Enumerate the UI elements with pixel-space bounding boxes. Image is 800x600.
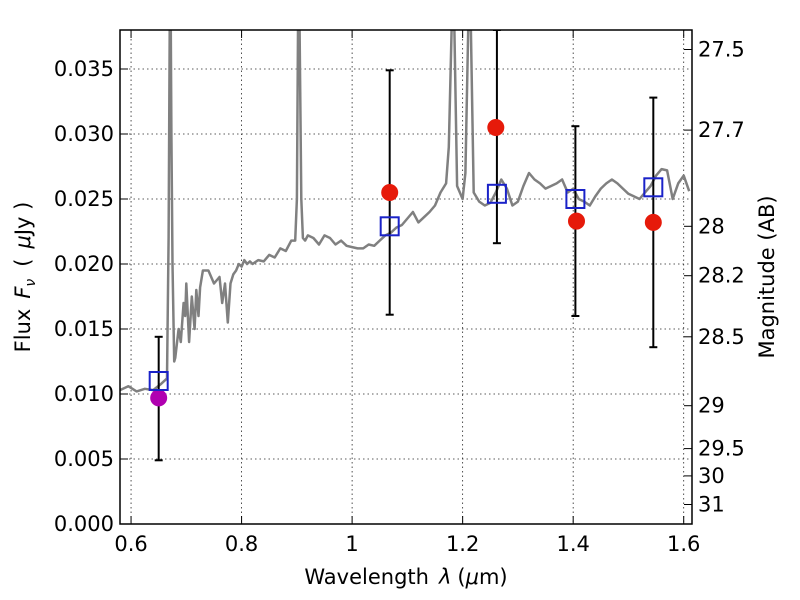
y2-tick-label: 27.5 bbox=[698, 38, 745, 62]
y-tick-label: 0.030 bbox=[54, 122, 114, 146]
observed-point bbox=[150, 389, 168, 407]
x-tick-labels: 0.6 0.8 1 1.2 1.4 1.6 bbox=[114, 532, 700, 556]
y2-tick-labels: 27.5 27.7 28 28.2 28.5 29 29.5 30 31 bbox=[698, 38, 745, 517]
y2-axis-title: Magnitude (AB) bbox=[755, 195, 779, 358]
model-point bbox=[148, 371, 169, 391]
y-axis-title-text: Flux bbox=[11, 309, 35, 353]
y-tick-label: 0.025 bbox=[54, 187, 114, 211]
y-axis-title-symbol: F bbox=[11, 286, 35, 299]
x-axis-title-unit-mu: μ bbox=[465, 565, 479, 589]
y-tick-label: 0.015 bbox=[54, 317, 114, 341]
x-axis-title: Wavelength λ (μm) bbox=[304, 565, 507, 589]
model-point bbox=[379, 216, 400, 237]
y2-tick-label: 30 bbox=[698, 464, 725, 488]
y-axis-title-unit-rest: Jy ) bbox=[11, 202, 35, 238]
x-axis-title-unit-open: ( bbox=[457, 565, 465, 589]
x-tick-label: 1.2 bbox=[446, 532, 479, 556]
y-tick-label: 0.010 bbox=[54, 382, 114, 406]
model-point bbox=[565, 189, 586, 209]
y2-tick-label: 28 bbox=[698, 214, 725, 238]
x-tick-label: 1.4 bbox=[556, 532, 589, 556]
y2-tick-label: 29.5 bbox=[698, 437, 745, 461]
model-point bbox=[643, 177, 664, 198]
y2-tick-label: 29 bbox=[698, 394, 725, 418]
y-tick-label: 0.005 bbox=[54, 447, 114, 471]
y-axis-title: Flux Fν ( μJy ) bbox=[11, 202, 39, 353]
y2-tick-label: 31 bbox=[698, 493, 725, 517]
x-tick-label: 1.6 bbox=[667, 532, 700, 556]
observed-points bbox=[150, 119, 662, 407]
y-tick-label: 0.000 bbox=[54, 512, 114, 536]
observed-point bbox=[644, 213, 662, 231]
y-axis-title-unit-mu: μ bbox=[11, 235, 35, 249]
plot-frame bbox=[119, 29, 693, 525]
y2-tick-label: 28.2 bbox=[698, 264, 745, 288]
plot-background bbox=[120, 30, 692, 524]
x-tick-label: 0.8 bbox=[225, 532, 258, 556]
x-tick-label: 1 bbox=[345, 532, 358, 556]
observed-point bbox=[381, 184, 399, 201]
x-axis-title-unit-rest: m) bbox=[479, 565, 508, 589]
model-point bbox=[486, 183, 507, 204]
x-tick-label: 0.6 bbox=[114, 532, 147, 556]
observed-point bbox=[487, 119, 505, 136]
axis-ticks bbox=[120, 30, 692, 525]
model-points bbox=[148, 177, 664, 391]
y2-tick-label: 27.7 bbox=[698, 118, 745, 142]
x-axis-title-text: Wavelength bbox=[304, 565, 429, 589]
y-tick-label: 0.035 bbox=[54, 57, 114, 81]
y-axis-title-sub: ν bbox=[23, 279, 39, 287]
y2-tick-label: 28.5 bbox=[698, 325, 745, 349]
y-tick-label: 0.020 bbox=[54, 252, 114, 276]
y-axis-title-unit-open: ( bbox=[11, 259, 35, 267]
x-axis-title-symbol: λ bbox=[438, 565, 451, 589]
observed-point bbox=[567, 212, 585, 230]
y-tick-labels: 0.000 0.005 0.010 0.015 0.020 0.025 0.030 0.035 bbox=[54, 57, 114, 536]
